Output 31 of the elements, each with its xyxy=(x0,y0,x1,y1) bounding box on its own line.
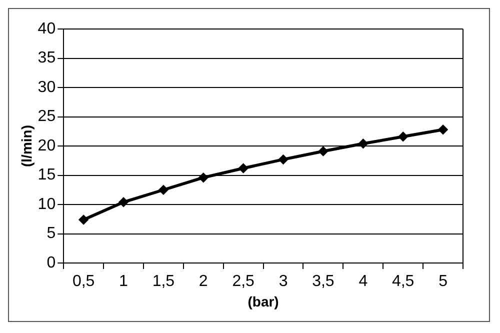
point xyxy=(318,146,328,156)
x-axis-title: (bar) xyxy=(248,293,279,310)
y-tick-label: 35 xyxy=(38,50,56,67)
point xyxy=(238,164,248,173)
y-tick-label: 30 xyxy=(38,78,56,96)
y-axis-title: (l/min) xyxy=(18,125,34,167)
point xyxy=(358,139,368,148)
x-tick-label: 0,5 xyxy=(72,273,95,290)
y-tick-label: 15 xyxy=(38,166,56,184)
point xyxy=(398,132,408,142)
y-tick-label: 5 xyxy=(46,225,56,242)
x-tick-label: 4,5 xyxy=(392,273,414,290)
point xyxy=(79,215,88,224)
x-tick-label: 5 xyxy=(438,273,448,290)
x-tick-label: 3,5 xyxy=(312,273,334,290)
x-tick-label: 2,5 xyxy=(232,273,255,290)
x-tick-label: 3 xyxy=(278,273,288,290)
point xyxy=(438,125,448,134)
y-tick-label: 25 xyxy=(38,108,56,126)
y-tick-label: 40 xyxy=(38,20,56,38)
x-tick-label: 1,5 xyxy=(152,273,175,290)
x-tick-label: 2 xyxy=(198,273,208,290)
y-tick-label: 0 xyxy=(46,254,56,272)
point xyxy=(278,154,288,164)
y-tick-label: 10 xyxy=(38,196,56,213)
point xyxy=(198,173,208,182)
point xyxy=(119,198,128,207)
y-tick-label: 20 xyxy=(38,137,56,154)
x-tick-label: 4 xyxy=(358,273,368,290)
x-tick-label: 1 xyxy=(119,273,128,290)
point xyxy=(158,185,168,194)
